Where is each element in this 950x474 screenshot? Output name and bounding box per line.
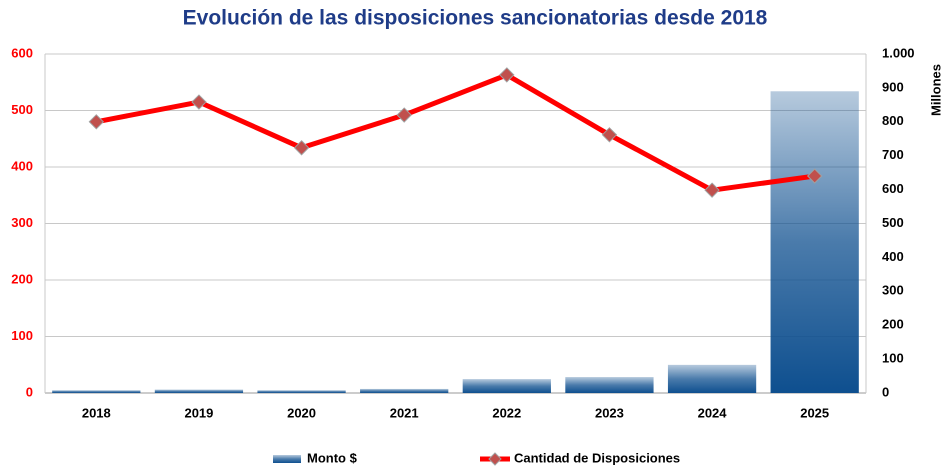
y-tick-label: 400	[11, 158, 33, 173]
line-marker	[499, 67, 515, 83]
legend-label: Cantidad de Disposiciones	[514, 450, 680, 465]
y-tick-label: 100	[11, 328, 33, 343]
y2-tick-label: 0	[882, 384, 889, 399]
x-tick-label: 2018	[82, 405, 111, 420]
y2-tick-label: 800	[882, 113, 904, 128]
bar	[462, 379, 551, 393]
line-marker	[704, 182, 720, 198]
y2-tick-label: 900	[882, 79, 904, 94]
bar	[770, 91, 859, 393]
x-tick-label: 2024	[698, 405, 728, 420]
x-tick-label: 2025	[800, 405, 829, 420]
line-marker	[191, 94, 207, 110]
y-tick-label: 300	[11, 215, 33, 230]
y2-tick-label: 700	[882, 147, 904, 162]
y2-tick-label: 300	[882, 283, 904, 298]
bar	[154, 389, 244, 393]
line-marker	[293, 140, 310, 156]
y-tick-label: 600	[11, 45, 33, 60]
y2-tick-label: 400	[882, 249, 904, 264]
x-tick-label: 2020	[287, 405, 316, 420]
y2-tick-label: 600	[882, 181, 904, 196]
line-marker	[601, 127, 618, 143]
y2-axis-label: Millones	[928, 64, 943, 116]
y2-tick-label: 100	[882, 351, 904, 366]
legend-label: Monto $	[307, 450, 358, 465]
y2-tick-label: 500	[882, 215, 904, 230]
y-tick-label: 0	[26, 384, 33, 399]
line	[95, 72, 816, 193]
y2-tick-label: 1.000	[882, 45, 915, 60]
x-tick-label: 2022	[492, 405, 521, 420]
bar	[565, 377, 654, 393]
x-tick-label: 2021	[390, 405, 419, 420]
x-tick-label: 2019	[184, 405, 213, 420]
bar	[667, 364, 757, 393]
line-marker	[88, 114, 105, 130]
line-marker	[396, 107, 412, 123]
bar	[360, 388, 449, 393]
bar	[52, 390, 141, 393]
bar	[257, 390, 346, 393]
line-marker	[806, 168, 823, 184]
chart-title: Evolución de las disposiciones sancionat…	[183, 7, 768, 30]
y2-tick-label: 200	[882, 317, 904, 332]
y-tick-label: 500	[11, 102, 33, 117]
x-tick-label: 2023	[595, 405, 624, 420]
legend-marker	[488, 452, 502, 466]
legend-swatch	[273, 455, 301, 463]
y-tick-label: 200	[11, 271, 33, 286]
